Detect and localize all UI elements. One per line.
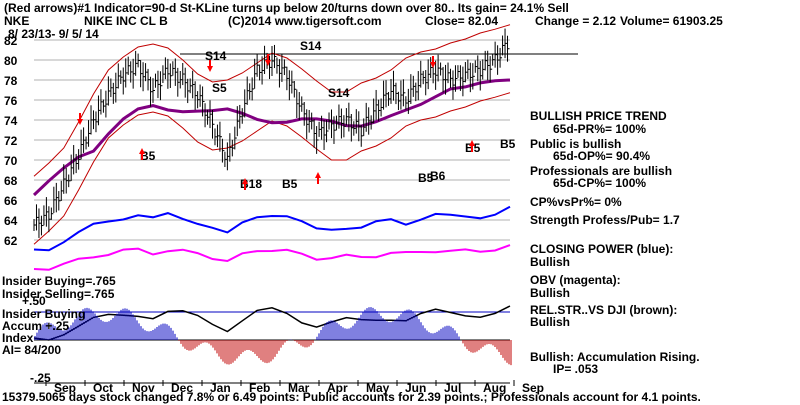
obv-line — [33, 244, 511, 271]
signal-arrow — [139, 148, 145, 160]
signal-label: S5 — [212, 81, 227, 95]
close-value: Close= 82.04 — [425, 14, 498, 28]
x-tick-label: Jan — [210, 381, 231, 395]
date-range: 8/ 23/13- 9/ 5/ 14 — [8, 27, 99, 41]
signal-label: S14 — [328, 86, 350, 100]
x-tick-label: Mar — [288, 381, 310, 395]
right-panel-line: Bullish — [530, 286, 570, 300]
indicator-lines — [33, 205, 511, 341]
signal-arrow — [315, 172, 321, 184]
price-tick-label: 62 — [4, 234, 18, 248]
insider-buying2: Insider Buying — [2, 307, 85, 321]
x-tick-label: Oct — [93, 381, 113, 395]
rel-str-line — [33, 305, 511, 341]
right-panel-line: Strength Profess/Pub= 1.7 — [530, 213, 680, 227]
price-tick-label: 72 — [4, 134, 18, 148]
signal-label: B5 — [500, 137, 516, 151]
copyright: (C)2014 www.tigersoft.com — [228, 14, 382, 28]
right-panel-line: CLOSING POWER (blue): — [530, 242, 673, 256]
insider-buying: Insider Buying=.765 — [2, 274, 116, 288]
x-tick-label: Apr — [327, 381, 348, 395]
x-tick-label: Jul — [444, 381, 461, 395]
signal-label: S14 — [205, 49, 227, 63]
x-tick-label: Sep — [522, 381, 544, 395]
price-tick-label: 66 — [4, 194, 18, 208]
right-panel-line: CP%vsPr%= 0% — [530, 195, 622, 209]
right-panel-line: Bullish: Accumulation Rising. — [530, 350, 700, 364]
header-line1: (Red arrows)#1 Indicator=90-d St-KLine t… — [4, 1, 569, 15]
signal-label: B5 — [282, 177, 298, 191]
right-panel-line: IP= .053 — [553, 362, 598, 376]
minus25-label: -.25 — [30, 371, 51, 385]
signal-arrow — [469, 140, 475, 152]
ticker: NKE — [4, 14, 29, 28]
plus50-label: +.50 — [22, 294, 46, 308]
x-tick-label: Aug — [483, 381, 506, 395]
x-tick-label: May — [366, 381, 390, 395]
right-panel-line: BULLISH PRICE TREND — [530, 109, 667, 123]
x-tick-label: Feb — [249, 381, 270, 395]
price-bars — [33, 28, 510, 238]
right-panel-line: Bullish — [530, 255, 570, 269]
right-panel-line: 65d-CP%= 100% — [553, 176, 646, 190]
right-panel-line: REL.STR..VS DJI (brown): — [530, 303, 677, 317]
moving-average — [32, 78, 511, 197]
volume-value: Volume= 61903.25 — [620, 14, 723, 28]
price-y-ticks: 82 80 78 76 74 72 70 68 66 64 62 — [4, 34, 18, 248]
right-panel-line: Public is bullish — [530, 137, 621, 151]
index-label: Index — [2, 331, 34, 345]
price-tick-label: 68 — [4, 174, 18, 188]
price-tick-label: 78 — [4, 74, 18, 88]
stock-name: NIKE INC CL B — [84, 14, 168, 28]
right-panel-line: OBV (magenta): — [530, 273, 621, 287]
lower-band — [33, 92, 511, 245]
signal-label: S14 — [300, 39, 322, 53]
change-value: Change = 2.12 — [535, 14, 616, 28]
right-panel-line: Bullish — [530, 315, 570, 329]
accum-histogram — [34, 307, 512, 366]
right-panel-line: 65d-OP%= 90.4% — [553, 149, 650, 163]
signal-arrow — [265, 54, 271, 66]
x-tick-labels: Sep Oct Nov Dec Jan Feb Mar Apr May Jun Jul Aug Sep — [45, 380, 544, 395]
price-tick-label: 64 — [4, 214, 18, 228]
price-tick-label: 70 — [4, 154, 18, 168]
grid-lines — [34, 39, 578, 384]
footer: 15379.5065 days stock changed 7.8% or 6.… — [2, 390, 701, 404]
insider-selling: Insider Selling=.765 — [2, 287, 115, 301]
right-panel-line: 65d-PR%= 100% — [553, 122, 646, 136]
signal-arrow — [77, 113, 83, 125]
price-tick-label: 76 — [4, 94, 18, 108]
x-tick-label: Dec — [171, 381, 193, 395]
signal-arrow — [207, 60, 213, 72]
signal-label: B5 — [418, 171, 434, 185]
right-panel-line: Professionals are bullish — [530, 164, 672, 178]
signal-label: B6 — [430, 169, 446, 183]
x-tick-label: Jun — [405, 381, 426, 395]
signal-labels: S14S14S5S14B5B18B5B5B6B5B5 — [77, 39, 516, 191]
closing-power-line — [33, 205, 511, 252]
accum-label: Accum +.25 — [2, 319, 69, 333]
signal-arrow — [430, 56, 436, 68]
ai-label: AI= 84/200 — [2, 343, 61, 357]
price-tick-label: 74 — [4, 114, 18, 128]
price-tick-label: 82 — [4, 34, 18, 48]
x-tick-label: Nov — [132, 381, 155, 395]
signal-arrow — [242, 178, 248, 190]
price-tick-label: 80 — [4, 54, 18, 68]
x-tick-label: Sep — [54, 381, 76, 395]
